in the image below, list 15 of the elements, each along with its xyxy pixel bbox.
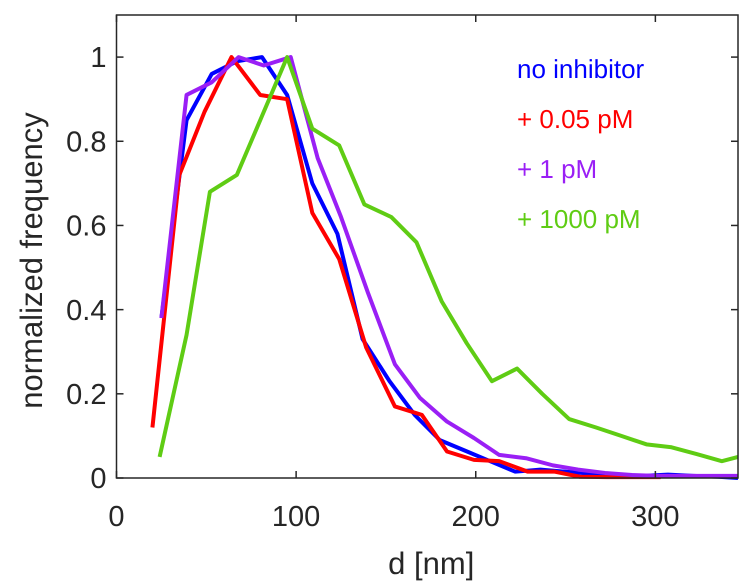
x-tick-label: 200 (452, 501, 500, 533)
x-tick-label: 300 (631, 501, 680, 533)
text: + 0.05 pM (517, 104, 634, 134)
y-tick-label: 0.2 (66, 378, 106, 411)
text: + 1000 pM (517, 204, 641, 234)
y-tick-label: 0 (90, 463, 106, 496)
x-axis-title: d [nm] (388, 546, 474, 581)
y-tick-label: 0.8 (66, 126, 106, 158)
x-tick-label: 100 (272, 501, 320, 533)
y-tick-label: 0.6 (66, 210, 106, 243)
y-tick-label: 0.4 (66, 294, 106, 327)
y-tick-label: 1 (90, 42, 106, 74)
text: + 1 pM (517, 154, 598, 184)
text: no inhibitor (517, 54, 645, 84)
y-axis-title: normalized frequency (14, 112, 49, 409)
